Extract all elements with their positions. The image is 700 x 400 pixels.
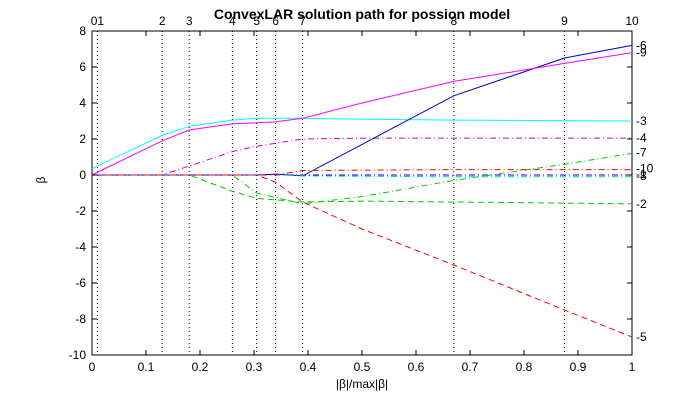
series-end-label: -9 — [636, 46, 647, 60]
x-tick-label: 0.6 — [408, 360, 425, 374]
x-tick-label: 0.7 — [462, 360, 479, 374]
y-axis-ticks: -10 -8 -6 -4 -2 0 2 4 6 8 — [69, 24, 632, 362]
series-lines — [91, 44, 633, 338]
series-end-label: -8 — [636, 169, 647, 183]
top-step-label: 01 — [91, 14, 105, 28]
series-end-label: -7 — [636, 146, 647, 160]
top-step-label: 2 — [159, 14, 166, 28]
top-step-label: 5 — [253, 14, 260, 28]
series-end-label: -6 — [636, 38, 647, 52]
series-line-2 — [92, 174, 633, 205]
y-tick-label: -4 — [75, 240, 86, 254]
top-step-label: 9 — [561, 14, 568, 28]
x-tick-label: 0.2 — [192, 360, 209, 374]
x-tick-label: 0.9 — [570, 360, 587, 374]
y-tick-label: -6 — [75, 276, 86, 290]
y-tick-label: 6 — [79, 60, 86, 74]
x-tick-label: 0 — [89, 360, 96, 374]
y-tick-label: 8 — [79, 24, 86, 38]
series-line-5 — [92, 174, 633, 338]
series-end-label: -4 — [636, 131, 647, 145]
x-tick-label: 0.4 — [300, 360, 317, 374]
top-step-label: 4 — [229, 14, 236, 28]
x-axis-label: |β|/max|β| — [336, 377, 388, 391]
plot-area: 0 0.1 0.2 0.3 0.4 0.5 0.6 0.7 0.8 0.9 1 -10-8-6-4-… — [69, 14, 654, 374]
x-tick-label: 0.5 — [354, 360, 371, 374]
chart-title: ConvexLAR solution path for possion mode… — [214, 6, 510, 22]
top-step-label: 7 — [299, 14, 306, 28]
top-step-labels: 01 2 3 4 5 6 7 8 9 10 — [91, 14, 639, 28]
series-end-label: -3 — [636, 114, 647, 128]
series-end-label: -10 — [636, 162, 654, 176]
top-step-label: 8 — [450, 14, 457, 28]
x-tick-label: 0.8 — [516, 360, 533, 374]
series-end-label: -1 — [636, 167, 647, 181]
series-line-9 — [91, 52, 633, 176]
y-tick-label: 2 — [79, 132, 86, 146]
y-tick-label: -10 — [69, 348, 87, 362]
top-step-label: 6 — [272, 14, 279, 28]
series-line-10 — [92, 169, 632, 176]
series-line-3 — [91, 117, 633, 170]
x-tick-label: 0.1 — [138, 360, 155, 374]
x-tick-label: 0.3 — [246, 360, 263, 374]
series-line-6 — [92, 44, 633, 177]
y-tick-label: 0 — [79, 168, 86, 182]
top-step-label: 10 — [625, 14, 639, 28]
y-axis-label: β — [34, 176, 48, 183]
y-tick-label: -8 — [75, 312, 86, 326]
top-step-label: 3 — [186, 14, 193, 28]
y-tick-label: -2 — [75, 204, 86, 218]
right-end-labels: -6-9 -3 -4-7 -10-1-8 -2 -5 — [636, 38, 654, 344]
series-end-label: -5 — [636, 330, 647, 344]
series-line-7 — [92, 152, 633, 205]
y-tick-label: 4 — [79, 96, 86, 110]
series-end-label: -2 — [636, 197, 647, 211]
axes-box — [91, 30, 633, 356]
series-line-4 — [92, 137, 632, 176]
x-tick-label: 1 — [629, 360, 636, 374]
x-axis-ticks: 0 0.1 0.2 0.3 0.4 0.5 0.6 0.7 0.8 0.9 1 — [89, 31, 636, 374]
